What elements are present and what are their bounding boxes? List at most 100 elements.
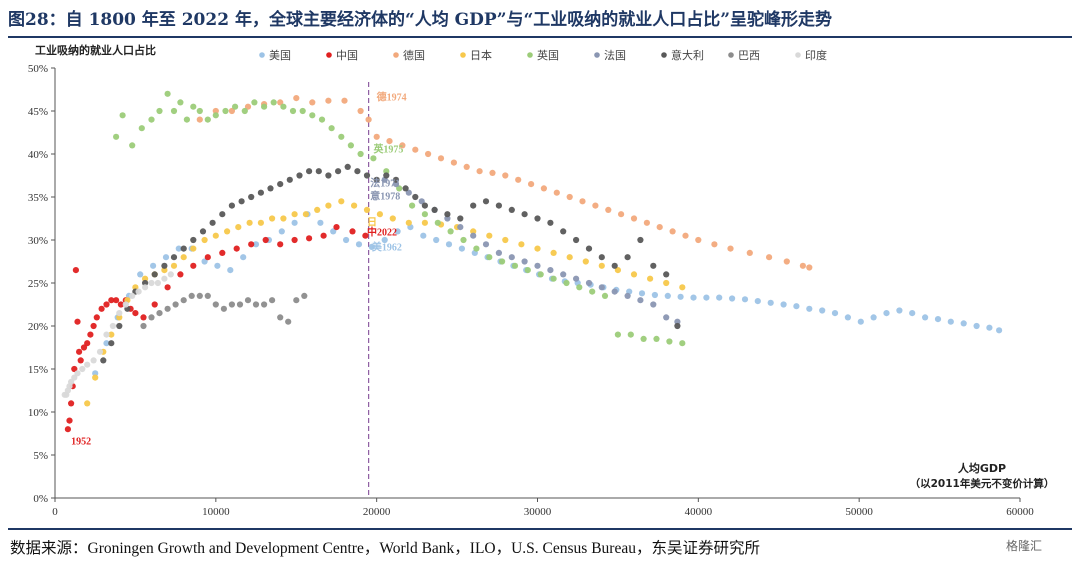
data-point-日本 bbox=[257, 219, 264, 226]
data-point-中国 bbox=[306, 235, 313, 242]
legend-label-日本: 日本 bbox=[470, 48, 492, 62]
annotation-label: 中2022 bbox=[367, 226, 397, 239]
data-point-英国 bbox=[409, 202, 416, 209]
data-point-美国 bbox=[638, 290, 646, 297]
data-point-德国 bbox=[515, 176, 522, 183]
data-point-意大利 bbox=[412, 193, 419, 201]
y-tick-label: 50% bbox=[28, 63, 48, 75]
data-point-日本 bbox=[421, 219, 428, 226]
data-point-中国 bbox=[90, 322, 97, 330]
data-point-英国 bbox=[138, 125, 145, 132]
data-point-意大利 bbox=[637, 236, 644, 244]
y-tick-label: 20% bbox=[28, 321, 48, 333]
data-point-印度 bbox=[129, 292, 136, 299]
data-point-印度 bbox=[116, 310, 123, 317]
data-point-德国 bbox=[228, 107, 235, 115]
data-point-日本 bbox=[161, 267, 168, 274]
data-point-美国 bbox=[767, 299, 774, 306]
data-point-美国 bbox=[291, 219, 298, 226]
data-point-英国 bbox=[164, 90, 171, 97]
data-point-德国 bbox=[309, 99, 316, 106]
data-point-英国 bbox=[318, 116, 326, 123]
data-point-英国 bbox=[601, 292, 609, 299]
data-point-意大利 bbox=[170, 254, 178, 261]
data-point-英国 bbox=[183, 116, 190, 123]
scatter-chart: 0% 5% 10% 15% 20% 25% 30% 35% 40% 45% 50% 0 10000 200… bbox=[28, 43, 1055, 518]
legend-marker-法国 bbox=[594, 52, 600, 58]
data-point-德国 bbox=[277, 99, 284, 106]
data-point-美国 bbox=[716, 294, 723, 301]
data-point-英国 bbox=[251, 99, 258, 106]
data-point-巴西 bbox=[204, 292, 211, 299]
data-point-意大利 bbox=[116, 322, 123, 330]
data-point-美国 bbox=[381, 236, 388, 244]
data-point-美国 bbox=[445, 241, 453, 248]
data-point-法国 bbox=[547, 267, 554, 274]
data-point-印度 bbox=[84, 361, 91, 368]
data-point-巴西 bbox=[212, 301, 219, 308]
data-point-巴西 bbox=[285, 318, 292, 325]
data-point-中国 bbox=[76, 348, 83, 355]
data-point-德国 bbox=[450, 159, 457, 166]
data-point-意大利 bbox=[219, 211, 226, 218]
data-point-巴西 bbox=[252, 301, 260, 308]
data-point-日本 bbox=[142, 275, 149, 282]
data-point-德国 bbox=[806, 264, 813, 271]
data-point-德国 bbox=[566, 193, 573, 201]
data-point-日本 bbox=[598, 262, 605, 269]
data-point-英国 bbox=[511, 262, 519, 269]
data-point-美国 bbox=[240, 254, 247, 261]
x-tick-label: 60000 bbox=[1006, 506, 1034, 518]
data-point-美国 bbox=[896, 307, 903, 314]
legend-label-中国: 中国 bbox=[336, 49, 358, 62]
data-point-英国 bbox=[473, 245, 480, 252]
data-point-法国 bbox=[482, 241, 490, 248]
data-point-美国 bbox=[922, 314, 929, 321]
data-point-巴西 bbox=[269, 297, 276, 304]
data-point-英国 bbox=[640, 335, 647, 342]
data-point-英国 bbox=[212, 112, 219, 119]
data-point-英国 bbox=[280, 103, 287, 110]
data-point-法国 bbox=[560, 271, 567, 278]
data-point-巴西 bbox=[244, 297, 252, 304]
data-point-英国 bbox=[486, 254, 493, 261]
data-point-德国 bbox=[463, 163, 470, 170]
data-point-法国 bbox=[457, 224, 464, 231]
data-point-意大利 bbox=[190, 236, 197, 244]
data-point-英国 bbox=[241, 107, 248, 115]
data-point-日本 bbox=[351, 202, 358, 209]
data-point-日本 bbox=[235, 224, 242, 231]
data-point-德国 bbox=[553, 189, 560, 196]
data-point-中国 bbox=[204, 254, 211, 261]
y-tick-label: 40% bbox=[28, 149, 48, 161]
data-point-美国 bbox=[317, 219, 324, 226]
legend-label-英国: 英国 bbox=[537, 48, 559, 62]
data-point-巴西 bbox=[228, 301, 235, 308]
data-point-日本 bbox=[338, 198, 345, 205]
data-point-德国 bbox=[630, 215, 638, 222]
legend-marker-德国 bbox=[393, 52, 399, 58]
data-point-美国 bbox=[883, 310, 890, 317]
data-point-意大利 bbox=[100, 357, 107, 364]
data-point-中国 bbox=[117, 301, 124, 308]
data-point-日本 bbox=[291, 211, 298, 218]
data-point-日本 bbox=[550, 249, 557, 256]
data-point-德国 bbox=[592, 202, 599, 209]
y-tick-label: 10% bbox=[28, 407, 48, 419]
data-point-英国 bbox=[113, 133, 120, 140]
x-tick-label: 0 bbox=[52, 506, 58, 518]
data-point-印度 bbox=[71, 374, 78, 381]
data-point-德国 bbox=[643, 219, 651, 226]
data-point-中国 bbox=[164, 284, 171, 291]
data-point-印度 bbox=[74, 370, 81, 377]
data-point-英国 bbox=[338, 133, 345, 140]
data-point-英国 bbox=[614, 331, 622, 338]
data-point-意大利 bbox=[383, 172, 390, 179]
data-point-英国 bbox=[396, 185, 403, 192]
data-point-巴西 bbox=[236, 301, 244, 308]
data-point-日本 bbox=[92, 374, 99, 381]
data-point-意大利 bbox=[306, 168, 313, 175]
data-point-巴西 bbox=[277, 314, 284, 321]
data-point-英国 bbox=[421, 211, 428, 218]
data-point-法国 bbox=[534, 262, 541, 269]
